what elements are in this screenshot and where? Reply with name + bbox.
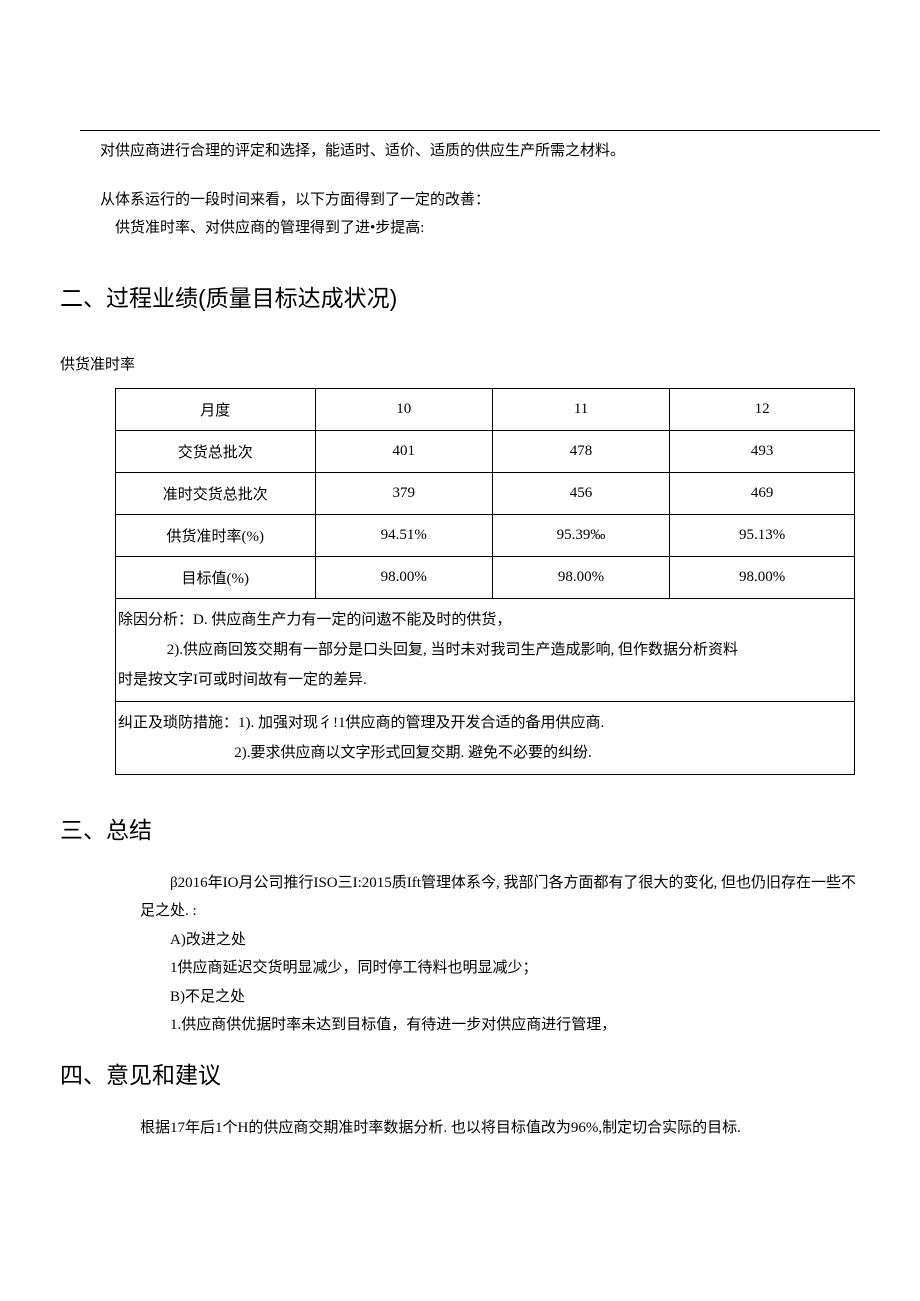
sec3-b-1: 1.供应商供优据时率未达到目标值，有待进一步对供应商进行管理，	[60, 1011, 860, 1040]
measures-cell: 纠正及琐防措施：1). 加强对现彳!1供应商的管理及开发合适的备用供应商. 2)…	[116, 701, 855, 774]
section-2-heading: 二、过程业绩(质量目标达成状况)	[60, 279, 860, 313]
table-row: 目标值(%) 98.00% 98.00% 98.00%	[116, 556, 855, 598]
cell-row-label: 准时交货总批次	[116, 472, 316, 514]
table-row: 准时交货总批次 379 456 469	[116, 472, 855, 514]
table-row: 纠正及琐防措施：1). 加强对现彳!1供应商的管理及开发合适的备用供应商. 2)…	[116, 701, 855, 774]
cell-value: 98.00%	[670, 556, 855, 598]
cell-value: 493	[670, 430, 855, 472]
cell-row-label: 供货准时率(%)	[116, 514, 316, 556]
cell-value: 469	[670, 472, 855, 514]
cell-value: 12	[670, 388, 855, 430]
cell-value: 478	[492, 430, 669, 472]
section-2-subheading: 供货准时率	[60, 353, 860, 374]
top-rule	[80, 130, 880, 131]
cell-value: 98.00%	[315, 556, 492, 598]
cell-row-label: 月度	[116, 388, 316, 430]
table-row: 供货准时率(%) 94.51% 95.39‰ 95.13%	[116, 514, 855, 556]
sec3-line-1: β2016年IO月公司推行ISO三I:2015质Ift管理体系今, 我部门各方面…	[60, 869, 860, 926]
cell-value: 379	[315, 472, 492, 514]
cell-value: 94.51%	[315, 514, 492, 556]
metrics-table: 月度 10 11 12 交货总批次 401 478 493 准时交货总批次 37…	[115, 388, 855, 775]
section-4-heading: 四、意见和建议	[60, 1056, 860, 1090]
analysis-cell: 除因分析：D. 供应商生产力有一定的问遨不能及时的供货， 2).供应商回笈交期有…	[116, 598, 855, 701]
sec4-line-1: 根据17年后1个H的供应商交期准时率数据分析. 也以将目标值改为96%,制定切合…	[60, 1114, 860, 1143]
cell-value: 401	[315, 430, 492, 472]
cell-value: 456	[492, 472, 669, 514]
cell-value: 11	[492, 388, 669, 430]
cell-value: 95.39‰	[492, 514, 669, 556]
sec3-a-1: 1供应商延迟交货明显减少，同时停工待料也明显减少；	[60, 954, 860, 983]
intro-line-2: 从体系运行的一段时间来看，以下方面得到了一定的改善：	[60, 186, 860, 215]
cell-value: 10	[315, 388, 492, 430]
intro-line-1: 对供应商进行合理的评定和选择，能适时、适价、适质的供应生产所需之材料。	[60, 137, 860, 166]
intro-line-3: 供货准时率、对供应商的管理得到了进•步提高:	[60, 214, 860, 243]
sec3-a-head: A)改进之处	[60, 926, 860, 955]
cell-row-label: 目标值(%)	[116, 556, 316, 598]
cell-value: 98.00%	[492, 556, 669, 598]
cell-value: 95.13%	[670, 514, 855, 556]
cell-row-label: 交货总批次	[116, 430, 316, 472]
table-row: 月度 10 11 12	[116, 388, 855, 430]
section-3-heading: 三、总结	[60, 811, 860, 845]
sec3-b-head: B)不足之处	[60, 983, 860, 1012]
table-row: 交货总批次 401 478 493	[116, 430, 855, 472]
table-row: 除因分析：D. 供应商生产力有一定的问遨不能及时的供货， 2).供应商回笈交期有…	[116, 598, 855, 701]
